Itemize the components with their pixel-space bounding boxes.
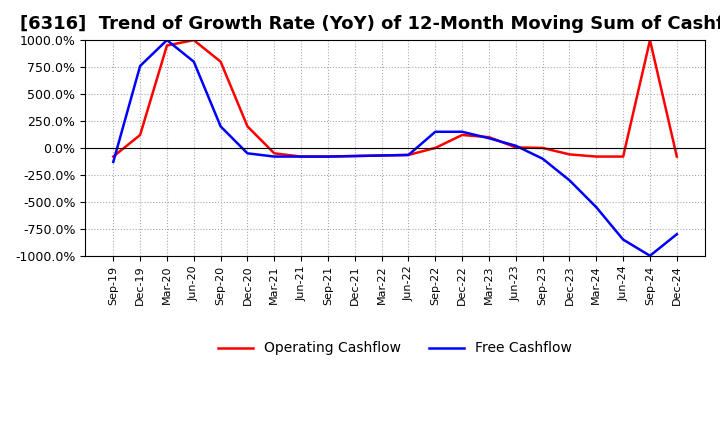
Free Cashflow xyxy=(297,154,305,159)
Operating Cashflow xyxy=(565,152,574,157)
Operating Cashflow xyxy=(270,150,279,156)
Operating Cashflow xyxy=(672,154,681,159)
Operating Cashflow xyxy=(109,154,117,159)
Line: Operating Cashflow: Operating Cashflow xyxy=(113,40,677,157)
Free Cashflow xyxy=(485,136,493,141)
Title: [6316]  Trend of Growth Rate (YoY) of 12-Month Moving Sum of Cashflows: [6316] Trend of Growth Rate (YoY) of 12-… xyxy=(20,15,720,33)
Free Cashflow xyxy=(323,154,332,159)
Operating Cashflow xyxy=(136,132,145,138)
Operating Cashflow xyxy=(323,154,332,159)
Line: Free Cashflow: Free Cashflow xyxy=(113,40,677,256)
Legend: Operating Cashflow, Free Cashflow: Operating Cashflow, Free Cashflow xyxy=(213,336,577,361)
Free Cashflow xyxy=(565,178,574,183)
Operating Cashflow xyxy=(163,43,171,48)
Free Cashflow xyxy=(189,59,198,64)
Free Cashflow xyxy=(216,124,225,129)
Operating Cashflow xyxy=(243,124,252,129)
Operating Cashflow xyxy=(189,37,198,43)
Free Cashflow xyxy=(404,152,413,158)
Free Cashflow xyxy=(351,154,359,159)
Free Cashflow xyxy=(511,143,520,148)
Free Cashflow xyxy=(458,129,467,134)
Free Cashflow xyxy=(243,150,252,156)
Operating Cashflow xyxy=(511,145,520,150)
Free Cashflow xyxy=(672,231,681,237)
Operating Cashflow xyxy=(485,135,493,140)
Free Cashflow xyxy=(163,37,171,43)
Operating Cashflow xyxy=(646,37,654,43)
Operating Cashflow xyxy=(351,154,359,159)
Free Cashflow xyxy=(646,253,654,258)
Operating Cashflow xyxy=(618,154,627,159)
Free Cashflow xyxy=(618,237,627,242)
Free Cashflow xyxy=(539,156,547,161)
Operating Cashflow xyxy=(458,132,467,138)
Operating Cashflow xyxy=(431,145,440,150)
Operating Cashflow xyxy=(404,152,413,158)
Free Cashflow xyxy=(431,129,440,134)
Operating Cashflow xyxy=(592,154,600,159)
Operating Cashflow xyxy=(216,59,225,64)
Free Cashflow xyxy=(377,153,386,158)
Free Cashflow xyxy=(136,63,145,69)
Operating Cashflow xyxy=(377,153,386,158)
Free Cashflow xyxy=(109,159,117,165)
Operating Cashflow xyxy=(539,145,547,150)
Operating Cashflow xyxy=(297,154,305,159)
Free Cashflow xyxy=(592,205,600,210)
Free Cashflow xyxy=(270,154,279,159)
